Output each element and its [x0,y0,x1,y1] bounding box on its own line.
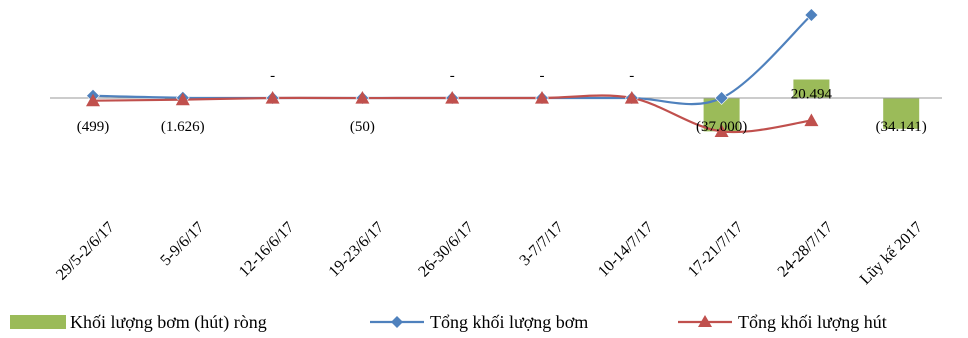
x-tick-label-9: 24-28/7/17 [775,219,837,281]
x-tick-label-7: 10-14/7/17 [595,219,657,281]
series-2-point-6 [535,91,549,104]
series-2-point-1 [86,93,100,107]
x-tick-label-2: 5-9/6/17 [157,219,207,269]
bar-10 [883,98,920,129]
x-tick-label-4: 19-23/6/17 [326,219,388,281]
data-label-4: (50) [350,119,375,135]
data-label-10: (34.141) [876,119,927,135]
data-label-1: (499) [77,119,110,135]
legend: Khối lượng bơm (hút) ròng Tổng khối lượng… [10,312,887,333]
data-labels-layer: (499) (1.626) - (50) - - - (37.000) 20.494 (34.14… [77,68,927,135]
series-2-point-8 [714,124,729,137]
data-label-6: - [540,68,545,84]
data-label-8: (37.000) [696,119,747,135]
data-label-2: (1.626) [161,119,205,135]
series-2-point-4 [355,91,370,104]
x-tick-label-10: Lũy kế 2017 [857,219,926,288]
data-label-7: - [629,68,634,84]
data-label-3: - [270,68,275,84]
series-2-point-2 [175,92,190,106]
series-1-point-8 [714,91,729,105]
markers-layer [86,8,819,137]
series-2-point-7 [624,91,639,104]
series-2-point-5 [445,91,460,104]
data-label-5: - [450,68,455,84]
legend-marker-2 [391,316,403,328]
legend-swatch-bar [10,315,66,329]
bar-9 [793,79,830,98]
x-tick-labels-layer: 29/5-2/6/17 5-9/6/17 12-16/6/17 19-23/6/17 2… [53,219,926,288]
x-tick-label-3: 12-16/6/17 [236,219,298,281]
series-2-point-3 [265,91,280,104]
legend-label-2: Tổng khối lượng bơm [430,312,588,332]
series-2-point-9 [804,113,819,127]
x-tick-label-1: 29/5-2/6/17 [53,219,118,284]
legend-label-1: Khối lượng bơm (hút) ròng [70,312,267,333]
data-label-9: 20.494 [791,87,833,103]
series-1-point-9 [804,8,819,22]
legend-label-3: Tổng khối lượng hút [738,312,887,332]
legend-marker-3 [698,315,712,327]
x-tick-label-5: 26-30/6/17 [415,219,477,281]
x-tick-label-6: 3-7/7/17 [516,219,566,269]
x-tick-label-8: 17-21/7/17 [685,219,747,281]
series-line-1 [92,14,813,106]
